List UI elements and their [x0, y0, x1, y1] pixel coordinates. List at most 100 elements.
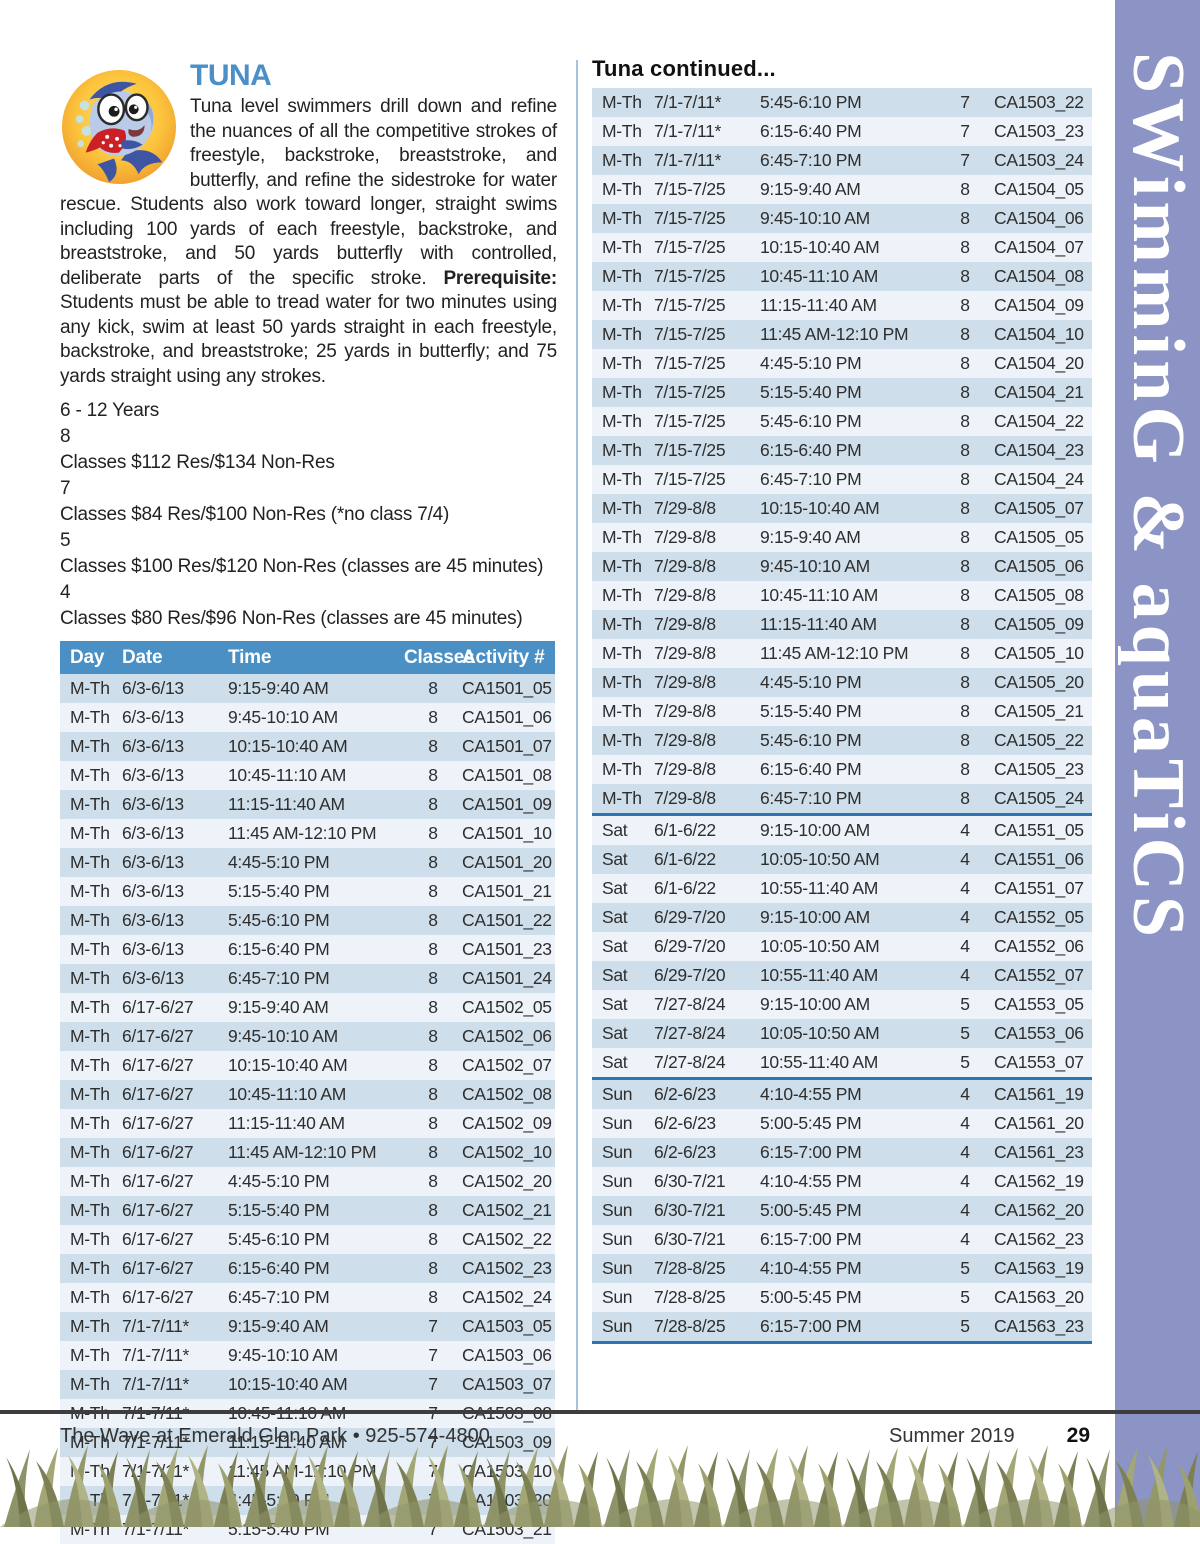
cell-activity: CA1563_19	[994, 1258, 1084, 1278]
cell-time: 10:15-10:40 AM	[760, 498, 880, 518]
cell-classes: 4	[960, 1113, 970, 1133]
table-row: M-Th 6/3-6/13 9:45-10:10 AM 8 CA1501_06	[60, 703, 555, 732]
cell-classes: 7	[960, 150, 970, 170]
cell-date: 7/15-7/25	[654, 411, 726, 431]
table-row: M-Th 6/3-6/13 6:45-7:10 PM 8 CA1501_24	[60, 964, 555, 993]
table-row: M-Th 6/17-6/27 10:15-10:40 AM 8 CA1502_07	[60, 1051, 555, 1080]
price-label: 5 Classes	[60, 530, 127, 577]
cell-time: 9:15-10:00 AM	[760, 820, 870, 840]
table-row: M-Th 7/29-8/8 10:15-10:40 AM 8 CA1505_07	[592, 494, 1092, 523]
table-row: Sat 7/27-8/24 10:55-11:40 AM 5 CA1553_07	[592, 1048, 1092, 1080]
cell-date: 6/3-6/13	[122, 881, 184, 901]
cell-time: 5:00-5:45 PM	[760, 1287, 862, 1307]
price-label: 4 Classes	[60, 582, 127, 629]
table-row: M-Th 6/3-6/13 4:45-5:10 PM 8 CA1501_20	[60, 848, 555, 877]
cell-date: 6/3-6/13	[122, 678, 184, 698]
cell-time: 10:15-10:40 AM	[760, 237, 880, 257]
cell-day: M-Th	[70, 1084, 110, 1104]
cell-time: 9:45-10:10 AM	[228, 1345, 338, 1365]
table-row: Sun 7/28-8/25 5:00-5:45 PM 5 CA1563_20	[592, 1283, 1092, 1312]
cell-day: M-Th	[70, 823, 110, 843]
header-date: Date	[122, 641, 228, 674]
cell-classes: 8	[960, 208, 970, 228]
cell-day: Sat	[602, 1023, 628, 1043]
table-row: M-Th 6/3-6/13 5:15-5:40 PM 8 CA1501_21	[60, 877, 555, 906]
cell-time: 10:05-10:50 AM	[760, 936, 880, 956]
table-header-row: Day Date Time Classes Activity #	[60, 641, 555, 674]
cell-activity: CA1503_09	[462, 1432, 552, 1452]
cell-time: 6:15-6:40 PM	[228, 1258, 330, 1278]
cell-date: 6/1-6/22	[654, 878, 716, 898]
cell-time: 6:45-7:10 PM	[228, 968, 330, 988]
table-row: M-Th 6/3-6/13 6:15-6:40 PM 8 CA1501_23	[60, 935, 555, 964]
cell-day: M-Th	[70, 1171, 110, 1191]
cell-day: M-Th	[70, 707, 110, 727]
table-row: M-Th 7/1-7/11* 10:15-10:40 AM 7 CA1503_07	[60, 1370, 555, 1399]
cell-day: M-Th	[70, 997, 110, 1017]
cell-date: 6/30-7/21	[654, 1229, 726, 1249]
cell-classes: 4	[960, 1171, 970, 1191]
cell-date: 6/17-6/27	[122, 1055, 194, 1075]
cell-activity: CA1504_24	[994, 469, 1084, 489]
cell-activity: CA1504_23	[994, 440, 1084, 460]
cell-classes: 5	[960, 1287, 970, 1307]
cell-time: 11:15-11:40 AM	[228, 1432, 345, 1452]
swimming-aquatics-sidebar: SWimminG & aquaTiCS	[1115, 0, 1200, 1527]
cell-time: 6:15-6:40 PM	[760, 440, 862, 460]
cell-activity: CA1504_06	[994, 208, 1084, 228]
cell-activity: CA1501_05	[462, 678, 552, 698]
cell-classes: 8	[428, 823, 438, 843]
description-text-before: Tuna level swimmers drill down and refin…	[60, 96, 557, 289]
cell-date: 6/1-6/22	[654, 820, 716, 840]
table-row: M-Th 6/17-6/27 9:15-9:40 AM 8 CA1502_05	[60, 993, 555, 1022]
prerequisite-label: Prerequisite:	[443, 267, 557, 289]
cell-time: 5:45-6:10 PM	[760, 92, 862, 112]
cell-day: M-Th	[602, 440, 642, 460]
cell-activity: CA1503_07	[462, 1374, 552, 1394]
cell-classes: 7	[428, 1461, 438, 1481]
cell-time: 4:10-4:55 PM	[760, 1171, 862, 1191]
cell-classes: 8	[428, 1142, 438, 1162]
cell-classes: 8	[960, 295, 970, 315]
cell-time: 4:10-4:55 PM	[760, 1084, 862, 1104]
cell-date: 6/3-6/13	[122, 823, 184, 843]
table-row: M-Th 7/29-8/8 11:15-11:40 AM 8 CA1505_09	[592, 610, 1092, 639]
cell-date: 6/3-6/13	[122, 968, 184, 988]
cell-date: 7/1-7/11*	[122, 1316, 190, 1336]
cell-date: 7/29-8/8	[654, 614, 716, 634]
cell-time: 5:00-5:45 PM	[760, 1200, 862, 1220]
cell-time: 6:45-7:10 PM	[760, 469, 862, 489]
cell-classes: 4	[960, 965, 970, 985]
cell-time: 5:15-5:40 PM	[760, 382, 862, 402]
cell-day: M-Th	[602, 585, 642, 605]
cell-day: Sat	[602, 820, 628, 840]
cell-time: 10:15-10:40 AM	[228, 1055, 348, 1075]
cell-activity: CA1504_09	[994, 295, 1084, 315]
tuna-continued-heading: Tuna continued...	[592, 56, 776, 81]
cell-day: M-Th	[70, 765, 110, 785]
cell-activity: CA1504_20	[994, 353, 1084, 373]
cell-classes: 4	[960, 849, 970, 869]
cell-classes: 8	[428, 1084, 438, 1104]
cell-day: Sat	[602, 936, 628, 956]
cell-classes: 7	[428, 1374, 438, 1394]
cell-classes: 8	[428, 910, 438, 930]
cell-activity: CA1551_05	[994, 820, 1084, 840]
cell-date: 6/3-6/13	[122, 707, 184, 727]
cell-activity: CA1505_08	[994, 585, 1084, 605]
cell-classes: 8	[428, 881, 438, 901]
cell-time: 9:45-10:10 AM	[760, 208, 870, 228]
cell-time: 9:45-10:10 AM	[228, 707, 338, 727]
cell-date: 7/15-7/25	[654, 440, 726, 460]
cell-activity: CA1551_06	[994, 849, 1084, 869]
cell-classes: 4	[960, 1142, 970, 1162]
table-row: M-Th 7/15-7/25 10:45-11:10 AM 8 CA1504_08	[592, 262, 1092, 291]
cell-time: 11:45 AM-12:10 PM	[760, 324, 909, 344]
cell-classes: 5	[960, 994, 970, 1014]
cell-time: 10:55-11:40 AM	[760, 965, 879, 985]
cell-date: 6/29-7/20	[654, 965, 726, 985]
cell-classes: 8	[960, 469, 970, 489]
cell-time: 11:45 AM-12:10 PM	[228, 823, 377, 843]
cell-classes: 5	[960, 1258, 970, 1278]
cell-activity: CA1504_22	[994, 411, 1084, 431]
